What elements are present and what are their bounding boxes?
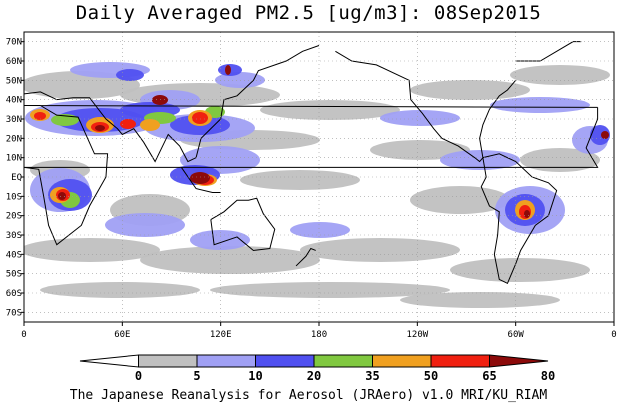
pm25-region <box>380 110 460 126</box>
latitude-label: 50N <box>6 76 22 86</box>
longitude-label: 0 <box>21 330 26 340</box>
latitude-label: 30S <box>6 231 22 241</box>
colorbar-label: 0 <box>135 369 142 383</box>
pm25-region <box>105 213 185 237</box>
pm25-region <box>215 72 265 88</box>
colorbar-segment <box>196 354 256 368</box>
colorbar-segment <box>79 354 139 368</box>
longitude-label: 0 <box>611 330 616 340</box>
latitude-label: EQ <box>11 173 22 183</box>
pm25-region <box>400 292 560 308</box>
new-zealand-coastline <box>295 247 316 267</box>
latitude-label: 20N <box>6 134 22 144</box>
footer-credit: The Japanese Reanalysis for Aerosol (JRA… <box>69 388 548 403</box>
pm25-region <box>510 65 610 85</box>
pm25-region <box>24 238 160 262</box>
pm25-region <box>450 258 590 282</box>
pm25-region <box>210 282 450 298</box>
pm25-region <box>240 170 360 190</box>
longitude-label: 120E <box>210 330 232 340</box>
pm25-region <box>58 192 66 200</box>
pm25-region <box>440 150 520 170</box>
pm25-region <box>290 222 350 238</box>
colorbar-segment <box>430 354 490 368</box>
australia-coastline <box>210 197 276 251</box>
latitude-label: 70S <box>6 308 22 318</box>
pm25-region <box>490 97 590 113</box>
colorbar-segment <box>313 354 373 368</box>
latitude-axis-labels: 70N 60N 50N 40N 30N 20N 10N EQ 10S 20S 30S 40S 50S 60… <box>6 38 24 318</box>
longitude-label: 60E <box>114 330 130 340</box>
longitude-label: 60W <box>508 330 525 340</box>
greenland-coastline <box>515 41 582 62</box>
longitude-axis-labels: 0 60E 120E 180 120W 60W 0 <box>21 322 617 340</box>
latitude-label: 30N <box>6 115 22 125</box>
latitude-label: 50S <box>6 270 22 280</box>
pm25-region <box>225 65 231 75</box>
latitude-label: 60N <box>6 57 22 67</box>
pm25-region <box>140 246 320 274</box>
latitude-label: 10S <box>6 192 22 202</box>
africa-coastline <box>24 104 599 246</box>
pm25-region <box>590 125 610 145</box>
pm25-region <box>24 71 140 99</box>
pm25-region <box>192 112 208 124</box>
pm25-region <box>410 80 530 100</box>
colorbar-label: 35 <box>365 369 379 383</box>
colorbar-label: 65 <box>482 369 496 383</box>
pm25-region <box>370 140 470 160</box>
pm25-region <box>34 112 46 120</box>
latitude-label: 40S <box>6 250 22 260</box>
pm25-region <box>152 95 168 105</box>
colorbar-label: 80 <box>541 369 555 383</box>
pm25-region <box>410 186 510 214</box>
longitude-label: 120W <box>406 330 428 340</box>
colorbar-segment <box>255 354 315 368</box>
pm25-region <box>260 100 400 120</box>
pm25-region <box>40 282 200 298</box>
eurasia-coastline <box>24 45 320 163</box>
graticule-layer <box>24 32 614 322</box>
pm25-region <box>524 210 530 218</box>
latitude-label: 10N <box>6 154 22 164</box>
latitude-label: 40N <box>6 96 22 106</box>
pm25-region <box>520 148 600 172</box>
colorbar-label: 50 <box>424 369 438 383</box>
pm25-region <box>140 119 160 131</box>
colorbar-segment <box>372 354 432 368</box>
latitude-label: 20S <box>6 212 22 222</box>
colorbar-label: 10 <box>248 369 262 383</box>
colorbar-segment <box>489 354 549 368</box>
colorbar: 0 5 10 20 35 50 65 80 <box>79 354 555 383</box>
pm25-region <box>190 172 210 184</box>
longitude-label: 180 <box>311 330 327 340</box>
indonesia-coastline <box>180 167 221 193</box>
pm25-region <box>601 131 609 139</box>
pm25-region <box>120 119 136 129</box>
latitude-label: 60S <box>6 289 22 299</box>
colorbar-label: 5 <box>193 369 200 383</box>
north-america-coastline <box>335 50 517 163</box>
pm25-region <box>95 125 105 131</box>
pm25-region <box>300 238 460 262</box>
latitude-label: 70N <box>6 38 22 48</box>
colorbar-label: 20 <box>307 369 321 383</box>
colorbar-segment <box>138 354 198 368</box>
map-title: Daily Averaged PM2.5 [ug/m3]: 08Sep2015 <box>75 2 542 24</box>
pm25-region <box>116 69 144 81</box>
